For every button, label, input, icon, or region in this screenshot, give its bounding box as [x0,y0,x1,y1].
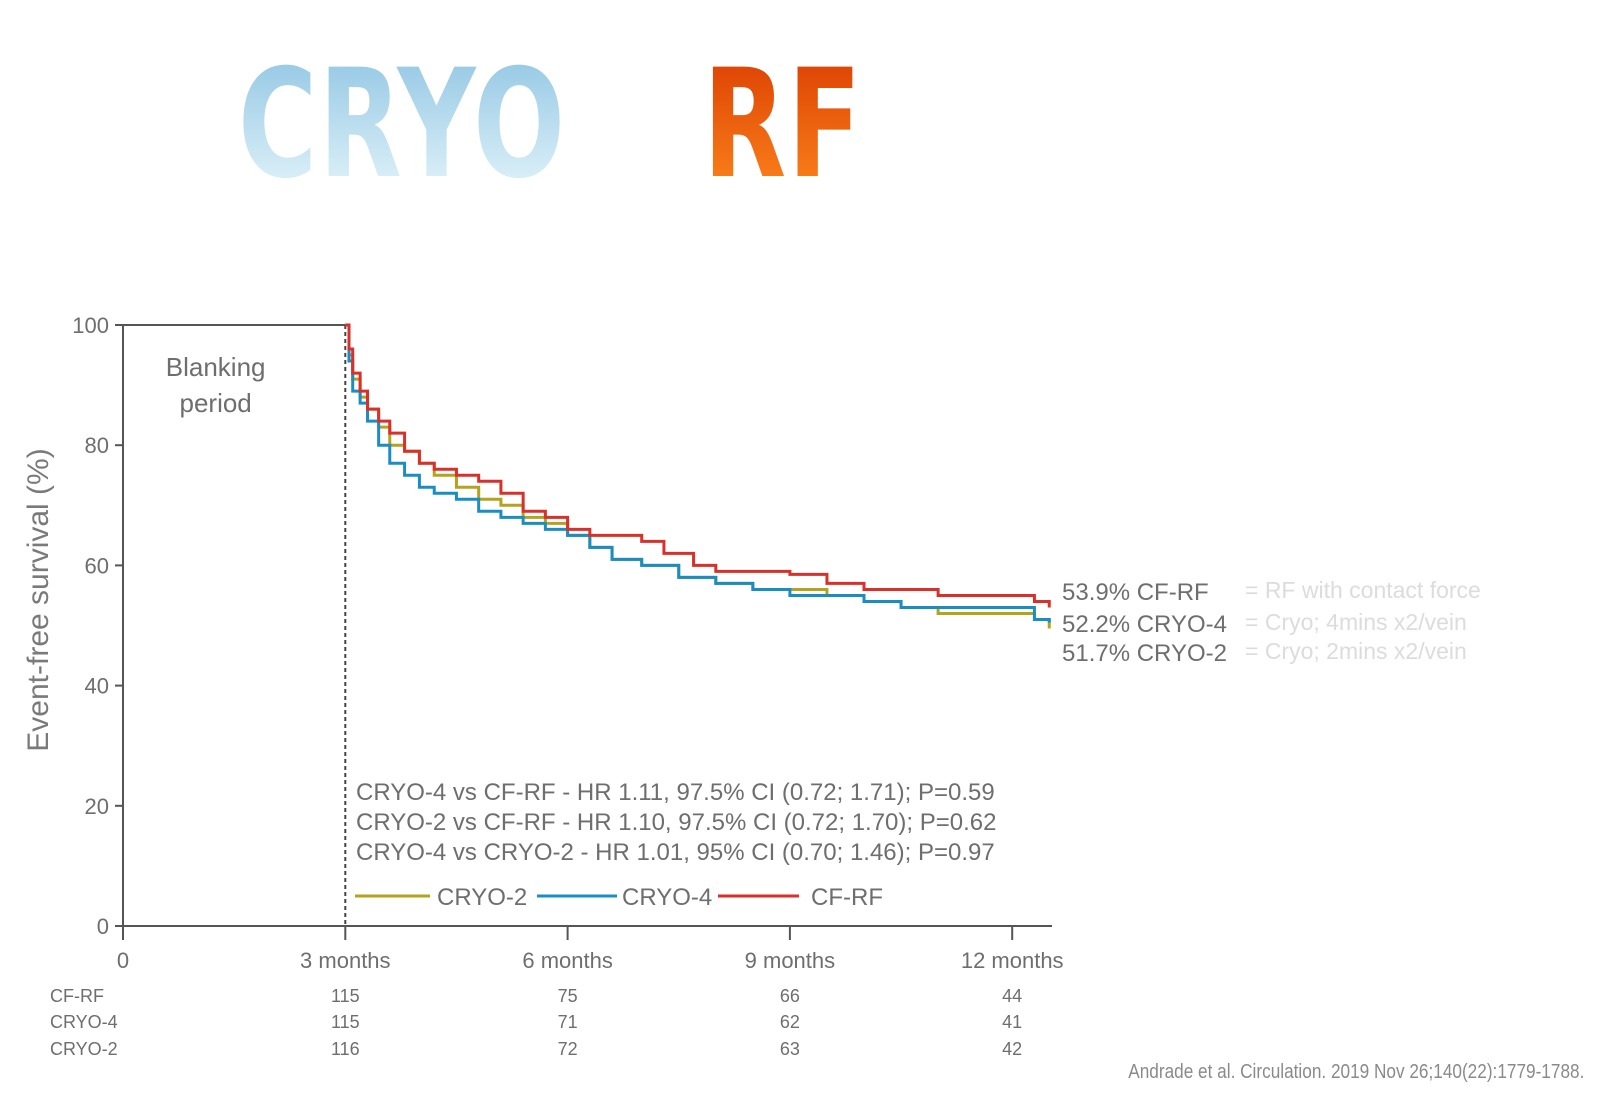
x-tick-label: 6 months [522,948,613,973]
at-risk-count: 44 [1002,986,1022,1006]
cryo-heading: CRYO [238,38,567,212]
chart-annotations: Blanking period 53.9% CF-RF = RF with conta… [50,352,1481,1059]
series-line-cf-rf [345,323,1051,608]
final-value-label: 53.9% CF-RF [1062,579,1209,606]
series-line-cryo-2 [345,323,1051,629]
hazard-ratio-stat: CRYO-4 vs CF-RF - HR 1.11, 97.5% CI (0.7… [356,779,995,806]
at-risk-count: 72 [558,1039,578,1059]
series-definition-note: = RF with contact force [1245,577,1481,603]
x-tick-label: 9 months [745,948,836,973]
at-risk-count: 41 [1002,1012,1022,1032]
at-risk-count: 116 [331,1039,360,1059]
final-value-label: 52.2% CRYO-4 [1062,611,1227,638]
at-risk-row-label: CRYO-4 [50,1012,118,1032]
at-risk-row-label: CRYO-2 [50,1039,118,1059]
hazard-ratio-stat: CRYO-2 vs CF-RF - HR 1.10, 97.5% CI (0.7… [356,809,996,836]
y-tick-label: 60 [85,553,109,578]
survival-curves [345,323,1051,629]
series-line-cryo-4 [345,323,1051,623]
at-risk-count: 66 [780,986,800,1006]
citation: Andrade et al. Circulation. 2019 Nov 26;… [1127,1061,1584,1083]
hazard-ratio-stat: CRYO-4 vs CRYO-2 - HR 1.01, 95% CI (0.70… [356,839,995,866]
x-tick-label: 12 months [961,948,1064,973]
at-risk-count: 75 [558,986,578,1006]
at-risk-count: 62 [780,1012,800,1032]
blanking-label-line2: period [179,388,251,418]
chart-axes: 0 20 40 60 80 100 0 3 months 6 months 9 months 12 … [22,313,1064,973]
y-tick-label: 80 [85,433,109,458]
legend-label: CRYO-2 [437,884,527,911]
legend-label: CRYO-4 [622,884,712,911]
series-definition-note: = Cryo; 4mins x2/vein [1245,609,1467,635]
y-tick-label: 20 [85,794,109,819]
at-risk-count: 42 [1002,1039,1022,1059]
final-value-label: 51.7% CRYO-2 [1062,640,1227,667]
at-risk-count: 71 [558,1012,578,1032]
rf-heading: RF [703,38,863,212]
at-risk-row-label: CF-RF [50,986,104,1006]
blanking-label-line1: Blanking [166,352,266,382]
legend-label: CF-RF [811,884,883,911]
y-tick-label: 100 [72,313,109,338]
at-risk-count: 63 [780,1039,800,1059]
at-risk-count: 115 [331,986,360,1006]
y-tick-label: 0 [97,914,109,939]
y-axis-label: Event-free survival (%) [22,448,55,751]
at-risk-count: 115 [331,1012,360,1032]
x-tick-label: 3 months [300,948,391,973]
y-tick-label: 40 [85,674,109,699]
x-tick-label: 0 [117,948,129,973]
series-definition-note: = Cryo; 2mins x2/vein [1245,638,1467,664]
